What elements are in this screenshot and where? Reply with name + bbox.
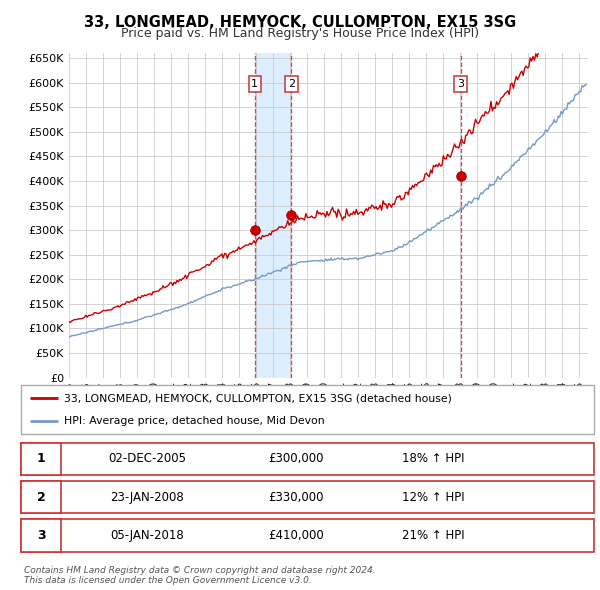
Text: 12% ↑ HPI: 12% ↑ HPI	[402, 490, 465, 504]
FancyBboxPatch shape	[21, 442, 594, 475]
FancyBboxPatch shape	[21, 481, 61, 513]
FancyBboxPatch shape	[21, 481, 594, 513]
Text: Price paid vs. HM Land Registry's House Price Index (HPI): Price paid vs. HM Land Registry's House …	[121, 27, 479, 40]
Bar	[255, 53, 292, 378]
FancyBboxPatch shape	[21, 385, 594, 434]
Text: HPI: Average price, detached house, Mid Devon: HPI: Average price, detached house, Mid …	[64, 415, 325, 425]
Text: 3: 3	[457, 79, 464, 89]
Text: 02-DEC-2005: 02-DEC-2005	[108, 452, 186, 466]
Text: 1: 1	[251, 79, 259, 89]
Text: 3: 3	[37, 529, 46, 542]
Text: £300,000: £300,000	[268, 452, 324, 466]
FancyBboxPatch shape	[21, 519, 61, 552]
Text: 23-JAN-2008: 23-JAN-2008	[110, 490, 184, 504]
Text: £410,000: £410,000	[268, 529, 324, 542]
Text: 21% ↑ HPI: 21% ↑ HPI	[402, 529, 465, 542]
Text: 33, LONGMEAD, HEMYOCK, CULLOMPTON, EX15 3SG: 33, LONGMEAD, HEMYOCK, CULLOMPTON, EX15 …	[84, 15, 516, 30]
Text: 05-JAN-2018: 05-JAN-2018	[110, 529, 184, 542]
Text: 2: 2	[288, 79, 295, 89]
Text: £330,000: £330,000	[268, 490, 324, 504]
Text: Contains HM Land Registry data © Crown copyright and database right 2024.
This d: Contains HM Land Registry data © Crown c…	[24, 566, 376, 585]
FancyBboxPatch shape	[21, 519, 594, 552]
Text: 1: 1	[37, 452, 46, 466]
FancyBboxPatch shape	[21, 442, 61, 475]
Text: 18% ↑ HPI: 18% ↑ HPI	[403, 452, 465, 466]
Text: 33, LONGMEAD, HEMYOCK, CULLOMPTON, EX15 3SG (detached house): 33, LONGMEAD, HEMYOCK, CULLOMPTON, EX15 …	[64, 394, 452, 404]
Text: 2: 2	[37, 490, 46, 504]
